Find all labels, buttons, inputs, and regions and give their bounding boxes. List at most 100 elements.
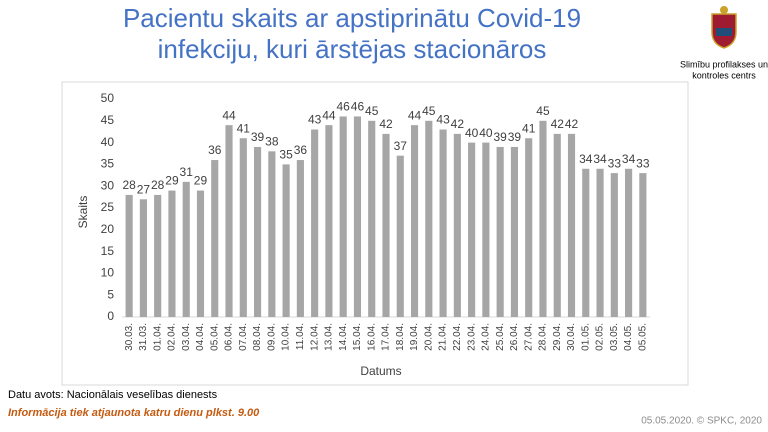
x-tick-label: 30.04. bbox=[566, 323, 577, 351]
data-label: 28 bbox=[122, 178, 136, 192]
bar bbox=[182, 181, 190, 317]
x-tick-label: 26.04. bbox=[509, 323, 520, 351]
y-tick-label: 30 bbox=[101, 178, 115, 192]
bar bbox=[225, 125, 233, 317]
data-label: 42 bbox=[565, 117, 579, 131]
bar bbox=[625, 168, 633, 317]
x-tick-label: 09.04. bbox=[266, 323, 277, 351]
data-label: 46 bbox=[351, 100, 365, 114]
bar bbox=[482, 142, 490, 317]
y-tick-label: 25 bbox=[101, 200, 115, 214]
data-label: 43 bbox=[436, 113, 450, 127]
x-tick-label: 05.04. bbox=[209, 323, 220, 351]
y-tick-label: 10 bbox=[101, 266, 115, 280]
bar bbox=[468, 142, 476, 317]
x-tick-label: 07.04. bbox=[238, 323, 249, 351]
x-tick-label: 16.04. bbox=[366, 323, 377, 351]
bar bbox=[125, 194, 133, 317]
y-tick-label: 40 bbox=[101, 135, 115, 149]
data-label: 40 bbox=[479, 126, 493, 140]
y-tick-label: 45 bbox=[101, 113, 115, 127]
x-tick-label: 08.04. bbox=[252, 323, 263, 351]
x-tick-label: 02.05. bbox=[595, 323, 606, 351]
bar bbox=[639, 173, 647, 317]
bar bbox=[525, 138, 533, 317]
y-axis-label: Skaits bbox=[76, 196, 90, 229]
bar bbox=[368, 120, 376, 317]
bar bbox=[254, 146, 262, 317]
data-label: 34 bbox=[579, 152, 593, 166]
x-tick-label: 19.04. bbox=[409, 323, 420, 351]
bar bbox=[382, 133, 390, 317]
y-tick-label: 0 bbox=[107, 309, 114, 323]
x-tick-label: 17.04. bbox=[381, 323, 392, 351]
data-label: 29 bbox=[165, 174, 179, 188]
data-label: 29 bbox=[194, 174, 208, 188]
x-tick-label: 01.05. bbox=[580, 323, 591, 351]
x-tick-label: 02.04. bbox=[167, 323, 178, 351]
data-label: 42 bbox=[451, 117, 465, 131]
x-tick-label: 04.04. bbox=[195, 323, 206, 351]
data-label: 38 bbox=[265, 134, 279, 148]
data-label: 39 bbox=[508, 130, 522, 144]
x-tick-label: 05.05. bbox=[638, 323, 649, 351]
x-tick-label: 06.04. bbox=[224, 323, 235, 351]
data-label: 37 bbox=[394, 139, 408, 153]
x-tick-label: 14.04. bbox=[338, 323, 349, 351]
bar bbox=[325, 125, 333, 317]
bar bbox=[596, 168, 604, 317]
x-tick-label: 15.04. bbox=[352, 323, 363, 351]
bar bbox=[311, 129, 319, 317]
chart-title: Pacientu skaits ar apstiprinātu Covid-19 bbox=[123, 3, 581, 33]
x-tick-label: 23.04. bbox=[466, 323, 477, 351]
data-label: 45 bbox=[422, 104, 436, 118]
bar bbox=[239, 138, 247, 317]
bar bbox=[496, 146, 504, 317]
data-label: 44 bbox=[408, 108, 422, 122]
y-tick-label: 5 bbox=[107, 287, 114, 301]
data-label: 44 bbox=[222, 108, 236, 122]
x-tick-label: 30.03. bbox=[124, 323, 135, 351]
data-label: 43 bbox=[308, 113, 322, 127]
bar bbox=[154, 194, 162, 317]
data-label: 35 bbox=[279, 148, 293, 162]
bar bbox=[211, 160, 219, 317]
bar bbox=[439, 129, 447, 317]
bar bbox=[282, 164, 290, 317]
bar bbox=[339, 116, 347, 317]
bar bbox=[567, 133, 576, 317]
x-tick-label: 03.04. bbox=[181, 323, 192, 351]
x-tick-label: 27.04. bbox=[523, 323, 534, 351]
data-label: 44 bbox=[322, 108, 336, 122]
y-tick-label: 20 bbox=[101, 222, 115, 236]
bar bbox=[425, 120, 433, 317]
data-label: 45 bbox=[536, 104, 550, 118]
bar bbox=[139, 199, 147, 317]
data-label: 33 bbox=[636, 156, 650, 170]
bar bbox=[168, 190, 176, 317]
credit: 05.05.2020. © SPKC, 2020 bbox=[641, 416, 762, 427]
chart-frame bbox=[61, 81, 689, 386]
x-tick-label: 22.04. bbox=[452, 323, 463, 351]
data-label: 33 bbox=[608, 156, 622, 170]
y-tick-label: 35 bbox=[101, 157, 115, 171]
y-tick-label: 50 bbox=[101, 91, 115, 105]
bar bbox=[396, 155, 404, 317]
data-label: 39 bbox=[251, 130, 265, 144]
data-label: 42 bbox=[551, 117, 565, 131]
x-tick-label: 20.04. bbox=[423, 323, 434, 351]
x-tick-label: 13.04. bbox=[324, 323, 335, 351]
logo-text: kontroles centrs bbox=[692, 70, 756, 80]
x-tick-label: 12.04. bbox=[309, 323, 320, 351]
data-label: 42 bbox=[379, 117, 393, 131]
x-tick-label: 25.04. bbox=[495, 323, 506, 351]
data-label: 27 bbox=[137, 182, 151, 196]
source-note: Datu avots: Nacionālais veselības dienes… bbox=[8, 389, 218, 401]
bar bbox=[410, 125, 419, 317]
data-label: 41 bbox=[522, 121, 536, 135]
x-tick-label: 31.03. bbox=[138, 323, 149, 351]
logo-text: Slimību profilakses un bbox=[680, 59, 768, 69]
data-label: 39 bbox=[493, 130, 507, 144]
logo bbox=[711, 6, 737, 49]
data-label: 36 bbox=[294, 143, 308, 157]
